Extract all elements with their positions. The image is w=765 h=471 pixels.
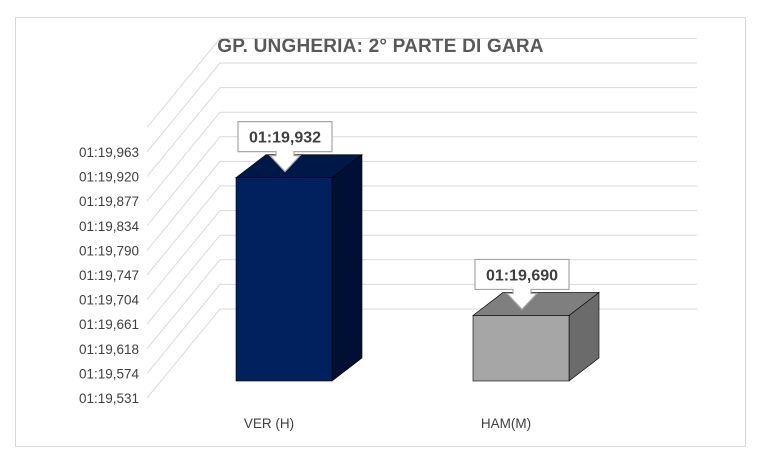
data-label-box (237, 121, 333, 173)
y-tick-label: 01:19,790 (79, 243, 139, 258)
gridline (146, 308, 697, 399)
gridlines (146, 37, 697, 399)
gridline (146, 136, 697, 227)
chart-frame (15, 17, 746, 447)
y-tick-label: 01:19,920 (79, 170, 139, 185)
bar-side-face (331, 154, 363, 382)
data-labels: 01:19,932 01:19,690 (237, 121, 570, 311)
y-tick-label: 01:19,661 (79, 317, 139, 332)
y-tick-label: 01:19,963 (79, 145, 139, 160)
y-tick-label: 01:19,574 (79, 366, 140, 381)
bar-front-face (235, 177, 333, 382)
gridline (146, 87, 697, 177)
y-tick-label: 01:19,704 (79, 293, 140, 308)
data-label: 01:19,932 (249, 130, 321, 147)
gridline (146, 283, 697, 374)
gridline (146, 160, 697, 251)
bar-1 (235, 154, 363, 382)
bar-2 (472, 291, 600, 382)
y-tick-label: 01:19,747 (79, 268, 139, 283)
gridline (146, 37, 697, 128)
gridline (146, 234, 697, 325)
bars (235, 154, 600, 382)
data-label-box (474, 258, 570, 311)
data-label-callout: 01:19,690 (474, 258, 570, 311)
chart-title: GP. UNGHERIA: 2° PARTE DI GARA (217, 36, 544, 57)
gridline (146, 185, 697, 276)
data-label-callout: 01:19,932 (237, 121, 333, 173)
gridline (146, 210, 697, 300)
y-axis-ticks: 01:19,531 01:19,574 01:19,618 01:19,661 01:1… (79, 145, 140, 406)
x-category-label: VER (H) (244, 416, 294, 431)
y-tick-label: 01:19,531 (79, 391, 139, 406)
gridline (146, 111, 697, 202)
gridline (146, 259, 697, 350)
y-tick-label: 01:19,618 (79, 342, 139, 357)
x-category-label: HAM(M) (481, 416, 531, 431)
data-label: 01:19,690 (486, 267, 558, 284)
bar-front-face (472, 315, 570, 382)
gridline (146, 62, 697, 153)
y-tick-label: 01:19,877 (79, 194, 139, 209)
y-tick-label: 01:19,834 (79, 219, 140, 234)
x-axis-categories: VER (H) HAM(M) (244, 416, 531, 431)
